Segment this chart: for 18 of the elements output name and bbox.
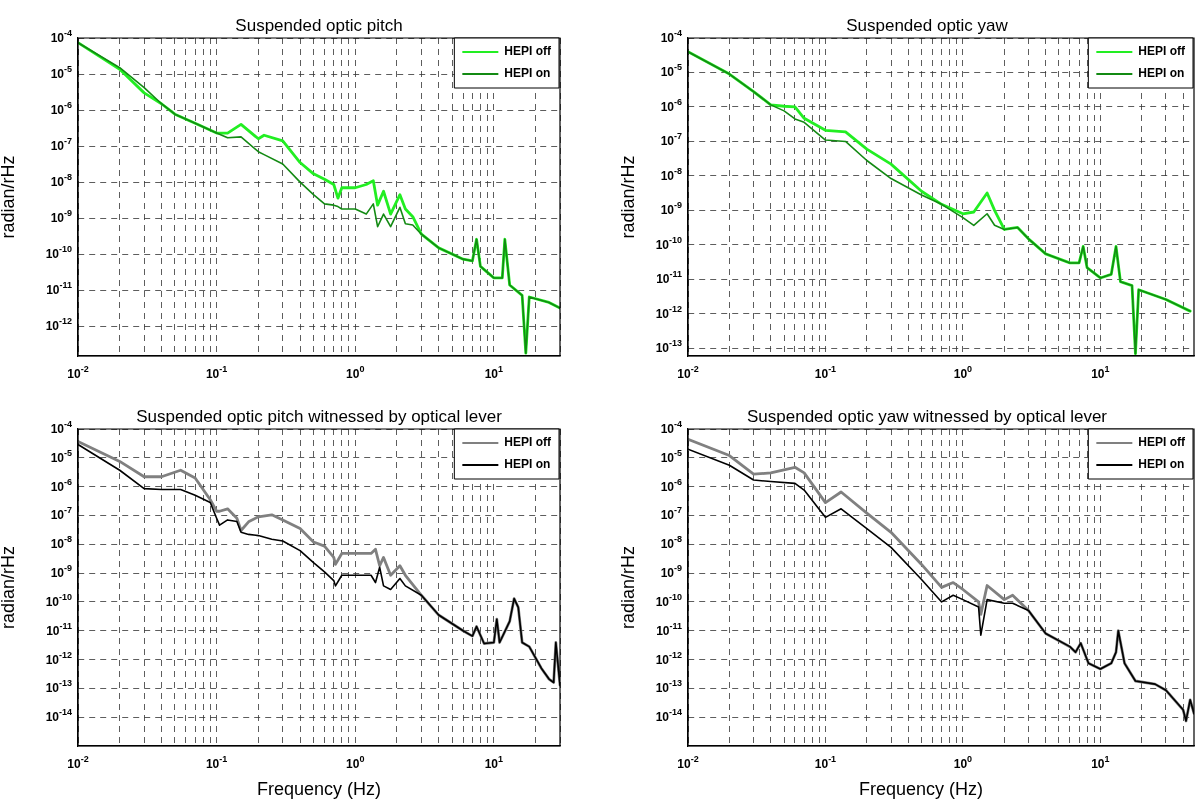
y-axis-title: radian/rHz: [0, 545, 18, 630]
chart-title: Suspended optic pitch witnessed by optical lever: [136, 407, 503, 427]
y-axis-title: radian/rHz: [0, 155, 18, 239]
legend-label: HEPI on: [1138, 457, 1185, 472]
legend-label: HEPI off: [504, 435, 552, 450]
chart-title: Suspended optic yaw witnessed by optical lever: [746, 407, 1108, 427]
legend-label: HEPI on: [504, 457, 551, 472]
legend-label: HEPI on: [504, 66, 551, 81]
y-axis-title: radian/rHz: [617, 155, 638, 239]
chart-title: Suspended optic pitch: [235, 16, 403, 36]
legend-label: HEPI off: [1138, 435, 1186, 450]
x-axis-title: Frequency (Hz): [858, 778, 984, 799]
legend-label: HEPI off: [1138, 44, 1186, 59]
x-axis-title: Frequency (Hz): [256, 778, 382, 799]
y-axis-title: radian/rHz: [617, 545, 638, 630]
legend-label: HEPI on: [1138, 66, 1185, 81]
chart-title: Suspended optic yaw: [846, 16, 1009, 36]
legend-label: HEPI off: [504, 44, 552, 59]
